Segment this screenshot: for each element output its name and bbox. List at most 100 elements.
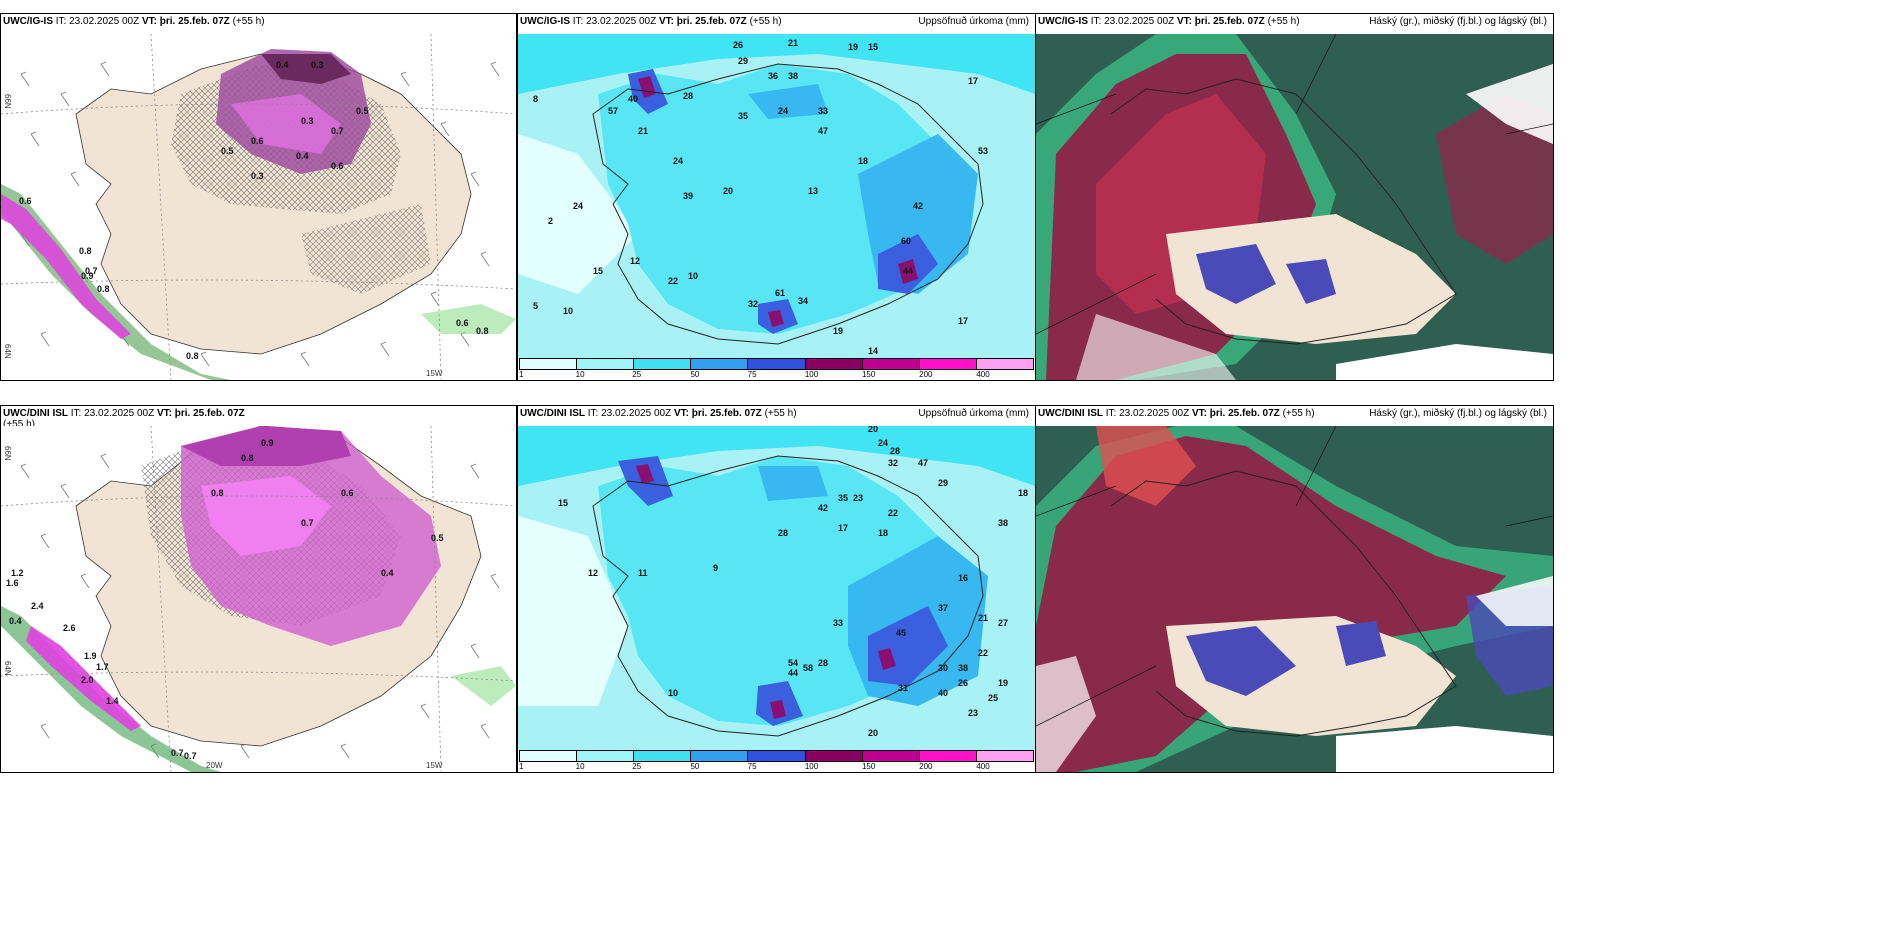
value-label: 32 — [748, 299, 758, 309]
value-label: 0.7 — [184, 751, 197, 761]
value-label: 35 — [738, 111, 748, 121]
colorbar-cell — [919, 358, 977, 370]
value-label: 44 — [903, 266, 913, 276]
value-label: 25 — [988, 693, 998, 703]
value-label: 17 — [968, 76, 978, 86]
panel-subtitle: Háský (gr.), miðský (fj.bl.) og lágský (… — [1369, 16, 1547, 27]
value-label: 1.7 — [96, 662, 109, 672]
colorbar-tick: 200 — [919, 370, 933, 379]
colorbar-tick: 50 — [690, 762, 700, 771]
value-label: 21 — [638, 126, 648, 136]
value-label: 0.8 — [97, 284, 110, 294]
colorbar-cell — [577, 750, 635, 762]
colorbar-tick: 150 — [861, 370, 876, 379]
value-label: 0.7 — [85, 266, 98, 276]
lat-label: 64N — [3, 344, 12, 359]
lon-label: 15W — [426, 761, 443, 770]
panel-title: UWC/IG-IS IT: 23.02.2025 00Z VT: þri. 25… — [1038, 16, 1300, 27]
snow-depth-labels: 0.4 0.3 0.5 0.6 0.3 0.7 0.5 0.4 0.6 0.8 … — [19, 60, 489, 361]
value-label: 0.6 — [251, 136, 264, 146]
colorbar-cell — [976, 750, 1034, 762]
colorbar-cell — [976, 358, 1034, 370]
colorbar-cell — [862, 358, 920, 370]
value-label: 36 — [768, 71, 778, 81]
panel-dini-clouds[interactable]: UWC/DINI ISL IT: 23.02.2025 00Z VT: þri.… — [1035, 405, 1554, 773]
panel-title: UWC/DINI ISL IT: 23.02.2025 00Z VT: þri.… — [3, 408, 245, 430]
value-label: 34 — [798, 296, 808, 306]
value-label: 10 — [563, 306, 573, 316]
colorbar-tick: 25 — [632, 370, 642, 379]
value-label: 26 — [733, 40, 743, 50]
panel-igis-snow[interactable]: UWC/IG-IS IT: 23.02.2025 00Z VT: þri. 25… — [0, 13, 517, 381]
value-label: 10 — [668, 688, 678, 698]
value-label: 12 — [588, 568, 598, 578]
value-label: 20 — [868, 728, 878, 738]
colorbar-tick: 400 — [976, 762, 990, 771]
value-label: 35 — [838, 493, 848, 503]
value-label: 31 — [898, 683, 908, 693]
panel-igis-precip[interactable]: UWC/IG-IS IT: 23.02.2025 00Z VT: þri. 25… — [517, 13, 1036, 381]
value-label: 10 — [688, 271, 698, 281]
value-label: 2.4 — [31, 601, 44, 611]
value-label: 38 — [958, 663, 968, 673]
value-label: 23 — [853, 493, 863, 503]
map-precip: 26 21 19 15 29 36 38 28 57 40 24 21 53 3… — [518, 34, 1035, 358]
value-label: 42 — [913, 201, 923, 211]
value-label: 42 — [818, 503, 828, 513]
value-label: 17 — [838, 523, 848, 533]
map-snow: 0.9 0.8 1.2 1.6 2.4 0.4 2.6 1.9 1.7 2.0 … — [1, 426, 516, 772]
colorbar-tick: 25 — [632, 762, 642, 771]
value-label: 47 — [918, 458, 928, 468]
value-label: 28 — [890, 446, 900, 456]
value-label: 39 — [683, 191, 693, 201]
value-label: 13 — [808, 186, 818, 196]
value-label: 1.9 — [84, 651, 97, 661]
colorbar-cell — [634, 750, 692, 762]
value-label: 0.4 — [9, 616, 22, 626]
value-label: 28 — [778, 528, 788, 538]
value-label: 0.7 — [301, 518, 314, 528]
panel-igis-clouds[interactable]: UWC/IG-IS IT: 23.02.2025 00Z VT: þri. 25… — [1035, 13, 1554, 381]
value-label: 33 — [833, 618, 843, 628]
value-label: 44 — [788, 668, 798, 678]
colorbar-tick: 400 — [976, 370, 990, 379]
value-label: 21 — [978, 613, 988, 623]
value-label: 33 — [818, 106, 828, 116]
value-label: 0.3 — [301, 116, 314, 126]
value-label: 24 — [673, 156, 683, 166]
colorbar-tick: 1 — [519, 762, 524, 771]
map-precip: 20 24 28 18 47 35 23 32 38 29 42 17 16 2… — [518, 426, 1035, 750]
value-label: 0.4 — [276, 60, 289, 70]
value-label: 47 — [818, 126, 828, 136]
value-label: 24 — [878, 438, 888, 448]
panel-dini-snow[interactable]: UWC/DINI ISL IT: 23.02.2025 00Z VT: þri.… — [0, 405, 517, 773]
value-label: 5 — [533, 301, 538, 311]
value-label: 0.3 — [251, 171, 264, 181]
colorbar-tick: 100 — [804, 370, 819, 379]
value-label: 14 — [868, 346, 878, 356]
value-label: 19 — [833, 326, 843, 336]
value-label: 0.3 — [311, 60, 324, 70]
value-label: 1.2 — [11, 568, 24, 578]
map-clouds — [1036, 426, 1553, 772]
map-clouds — [1036, 34, 1553, 380]
value-label: 0.8 — [79, 246, 92, 256]
value-label: 8 — [533, 94, 538, 104]
value-label: 20 — [868, 426, 878, 434]
value-label: 38 — [998, 518, 1008, 528]
panel-title: UWC/DINI ISL IT: 23.02.2025 00Z VT: þri.… — [1038, 408, 1315, 419]
value-label: 38 — [788, 71, 798, 81]
value-label: 23 — [968, 708, 978, 718]
precip-colorbar: 1 10 25 50 75 100 150 200 400 — [518, 358, 1035, 380]
value-label: 18 — [1018, 488, 1028, 498]
value-label: 54 — [788, 658, 798, 668]
value-label: 0.5 — [431, 533, 444, 543]
panel-dini-precip[interactable]: UWC/DINI ISL IT: 23.02.2025 00Z VT: þri.… — [517, 405, 1036, 773]
value-label: 0.7 — [331, 126, 344, 136]
precip-labels: 26 21 19 15 29 36 38 28 57 40 24 21 53 3… — [533, 38, 988, 356]
panel-title: UWC/IG-IS IT: 23.02.2025 00Z VT: þri. 25… — [520, 16, 782, 27]
colorbar-tick: 10 — [575, 762, 585, 771]
colorbar-cell — [919, 750, 977, 762]
precip-colorbar: 1 10 25 50 75 100 150 200 400 — [518, 750, 1035, 772]
value-label: 28 — [818, 658, 828, 668]
